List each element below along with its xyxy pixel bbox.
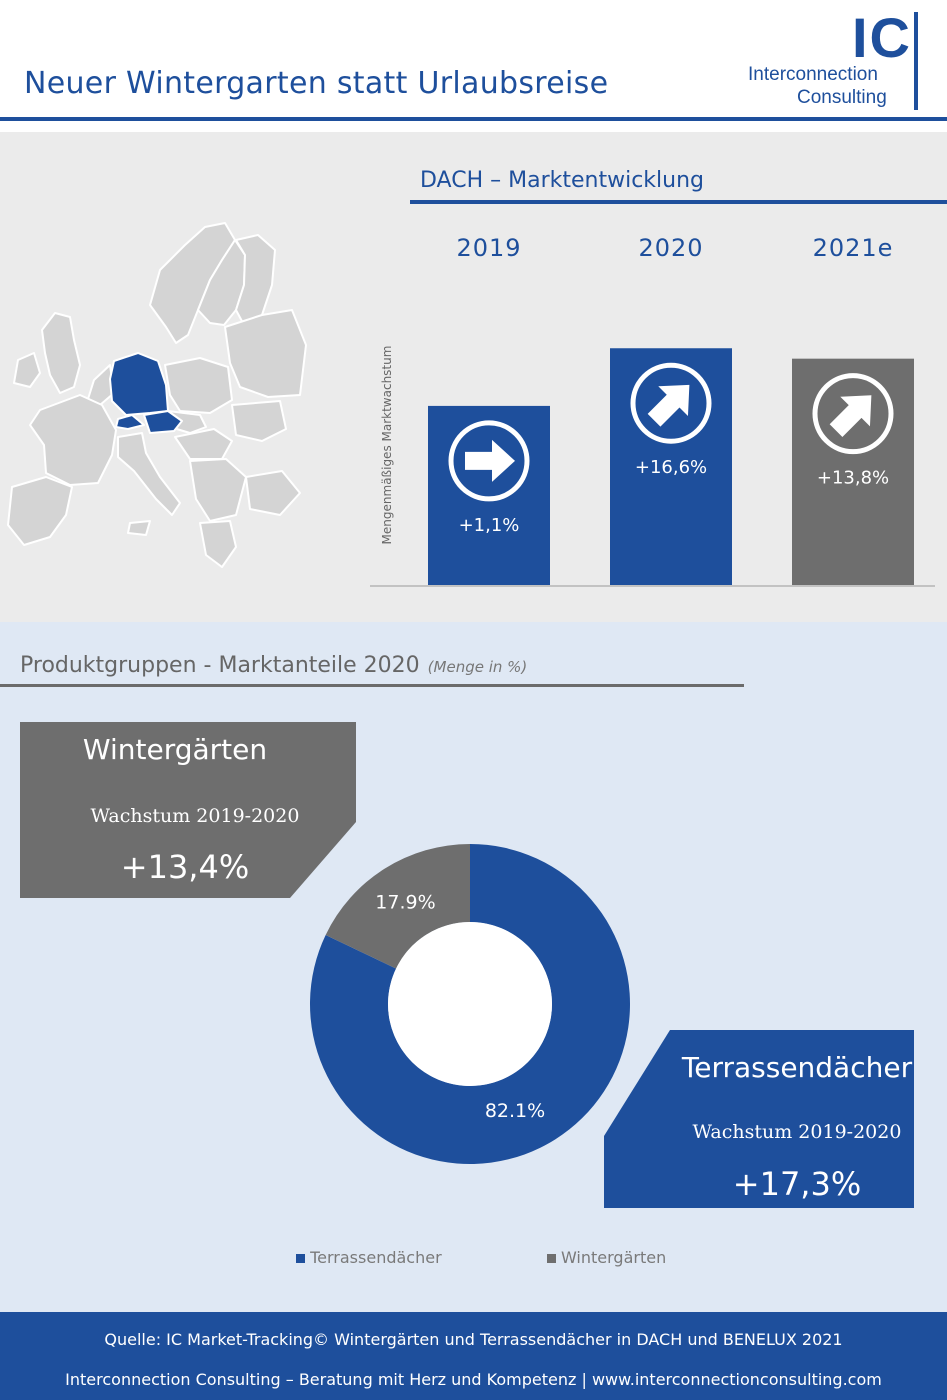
donut-legend: Terrassendächer Wintergärten (296, 1248, 666, 1267)
donut-chart-subtitle: (Menge in %) (427, 658, 528, 676)
footer (0, 1312, 947, 1400)
footer-tagline: Interconnection Consulting – Beratung mi… (65, 1370, 882, 1389)
legend-label-terrassendaecher: Terrassendächer (310, 1248, 442, 1267)
donut-chart-title-rule (0, 684, 744, 687)
callout-wintergaerten-value: +13,4% (120, 848, 250, 886)
donut-chart: 82.1% 17.9% (309, 844, 630, 1164)
bar-value-label: +1,1% (459, 515, 520, 536)
callout-terrassendaecher-subtitle: Wachstum 2019-2020 (692, 1121, 902, 1143)
callout-terrassendaecher-box (604, 1030, 914, 1208)
donut-hole (388, 922, 552, 1086)
bar-category-label: 2020 (638, 234, 704, 262)
callout-wintergaerten-box (20, 722, 356, 898)
arrow-right-icon (448, 420, 530, 502)
callout-wintergaerten-title: Wintergärten (82, 733, 268, 766)
legend-label-wintergaerten: Wintergärten (560, 1248, 667, 1267)
arrow-up-right-icon (812, 373, 894, 455)
arrow-up-right-icon (630, 362, 712, 444)
legend-swatch-terrassendaecher (296, 1254, 305, 1263)
logo-bar (914, 12, 918, 110)
donut-slice (325, 844, 470, 969)
donut-slice-label: 82.1% (485, 1100, 545, 1122)
callout-terrassendaecher-value: +17,3% (732, 1165, 862, 1203)
bar-category-label: 2019 (456, 234, 522, 262)
donut-slice (309, 844, 630, 1164)
bar-category-label: 2021e (812, 234, 894, 262)
callout-terrassendaecher-title: Terrassendächer (681, 1051, 913, 1084)
logo-line1: Interconnection (748, 64, 878, 85)
bar (428, 405, 550, 585)
donut-slice-label: 17.9% (375, 892, 435, 914)
europe-map-icon (7, 222, 307, 568)
bar-chart-title-rule (410, 200, 947, 204)
header-rule (0, 117, 947, 121)
bar-chart: +1,1% +16,6% +13,8% (370, 348, 935, 587)
callout-wintergaerten-subtitle: Wachstum 2019-2020 (90, 805, 300, 827)
bar-value-label: +13,8% (817, 468, 889, 489)
bar-chart-title: DACH – Marktentwicklung (420, 168, 704, 193)
legend-swatch-wintergaerten (546, 1254, 556, 1263)
donut-chart-title: Produktgruppen - Marktanteile 2020 (Menge… (20, 653, 527, 678)
logo-mark: IC (852, 6, 912, 69)
page-title: Neuer Wintergarten statt Urlaubsreise (24, 66, 609, 101)
callout-shapes (20, 722, 914, 1208)
bar-value-label: +16,6% (635, 457, 707, 478)
donut-chart-title-text: Produktgruppen - Marktanteile 2020 (20, 653, 420, 678)
logo-line2: Consulting (797, 87, 887, 108)
footer-source: Quelle: IC Market-Tracking© Wintergärten… (104, 1330, 843, 1349)
